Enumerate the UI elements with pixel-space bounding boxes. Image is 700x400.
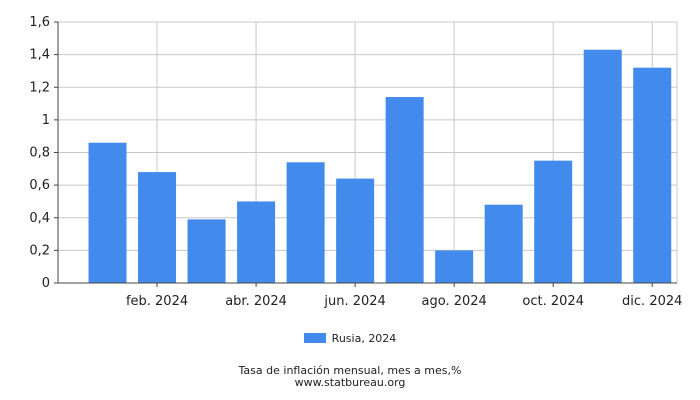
bar-chart: 0 0,2 0,4 0,6 0,8 1 1,2 1,4 1,6 feb. 2024 abr. 202… [29,15,682,309]
bar-6 [336,178,375,283]
legend: Rusia, 2024 [0,332,700,345]
legend-label: Rusia, 2024 [331,332,397,345]
bar-5 [286,162,325,283]
x-tick-label: ago. 2024 [422,294,487,309]
y-tick-label: 0,6 [29,178,50,193]
y-tick-label: 1,4 [29,48,50,63]
bar-11 [583,49,622,284]
bar-12 [633,67,672,283]
chart-caption: Tasa de inflación mensual, mes a mes,% [238,364,462,377]
bar-9 [484,204,523,283]
bar-1 [88,142,127,283]
y-tick-label: 0,4 [29,211,50,226]
y-tick-label: 0 [42,276,50,291]
y-tick-label: 1,2 [29,80,50,95]
bar-7 [385,97,424,283]
x-tick-label: feb. 2024 [126,294,188,309]
x-tick-label: abr. 2024 [225,294,287,309]
y-tick-label: 0,2 [29,243,50,258]
x-tick-label: dic. 2024 [622,294,682,309]
bar-3 [187,219,226,283]
x-tick-label: jun. 2024 [323,294,385,309]
bar-4 [237,201,276,283]
bar-8 [435,250,474,283]
y-tick-label: 1,6 [29,15,50,30]
legend-swatch [303,333,326,343]
y-tick-label: 1 [42,113,50,128]
y-tick-label: 0,8 [29,146,50,161]
source-url: www.statbureau.org [294,376,406,389]
bar-2 [138,172,177,283]
bar-10 [534,160,573,283]
x-tick-label: oct. 2024 [522,294,584,309]
